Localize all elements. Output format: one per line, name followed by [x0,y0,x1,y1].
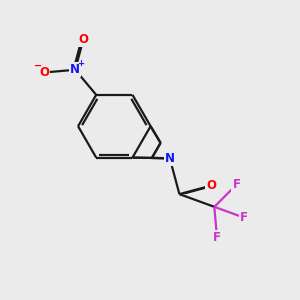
Text: F: F [232,178,240,191]
Text: O: O [206,179,216,192]
Text: F: F [240,211,248,224]
Text: O: O [78,33,88,46]
Text: F: F [213,231,221,244]
Text: +: + [77,59,84,68]
Text: O: O [39,66,49,79]
Text: −: − [34,61,42,71]
Text: N: N [70,63,80,76]
Text: N: N [165,152,175,165]
